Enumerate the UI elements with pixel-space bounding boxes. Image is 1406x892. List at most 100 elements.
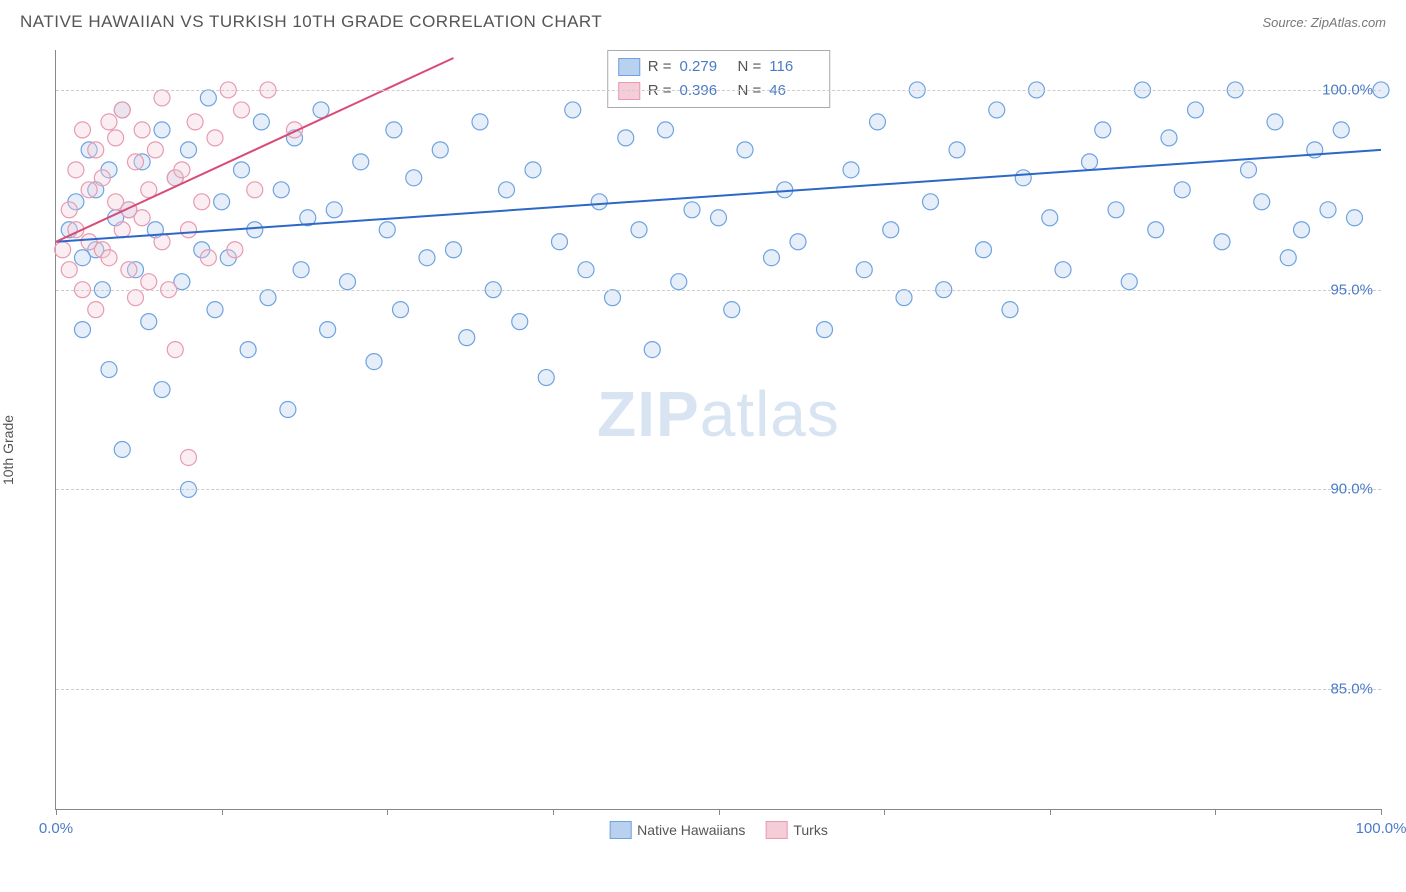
data-point <box>644 342 660 358</box>
data-point <box>565 102 581 118</box>
data-point <box>671 274 687 290</box>
data-point <box>1148 222 1164 238</box>
data-point <box>711 210 727 226</box>
y-tick-label: 100.0% <box>1322 81 1373 98</box>
data-point <box>870 114 886 130</box>
x-tick-label: 100.0% <box>1356 820 1406 837</box>
data-point <box>214 194 230 210</box>
data-point <box>61 262 77 278</box>
data-point <box>187 114 203 130</box>
data-point <box>843 162 859 178</box>
data-point <box>790 234 806 250</box>
data-point <box>273 182 289 198</box>
chart-title: NATIVE HAWAIIAN VS TURKISH 10TH GRADE CO… <box>20 12 602 32</box>
data-point <box>154 234 170 250</box>
data-point <box>207 302 223 318</box>
data-point <box>432 142 448 158</box>
data-point <box>128 154 144 170</box>
data-point <box>101 362 117 378</box>
legend-item-turks: Turks <box>765 821 827 839</box>
source-label: Source: ZipAtlas.com <box>1262 15 1386 30</box>
data-point <box>134 210 150 226</box>
data-point <box>1095 122 1111 138</box>
data-point <box>81 182 97 198</box>
data-point <box>512 314 528 330</box>
data-point <box>883 222 899 238</box>
data-point <box>1188 102 1204 118</box>
data-point <box>101 250 117 266</box>
data-point <box>949 142 965 158</box>
data-point <box>552 234 568 250</box>
data-point <box>114 222 130 238</box>
data-point <box>499 182 515 198</box>
data-point <box>234 162 250 178</box>
data-point <box>260 290 276 306</box>
data-point <box>856 262 872 278</box>
data-point <box>591 194 607 210</box>
data-point <box>134 122 150 138</box>
data-point <box>181 142 197 158</box>
data-point <box>101 114 117 130</box>
data-point <box>419 250 435 266</box>
data-point <box>240 342 256 358</box>
data-point <box>1174 182 1190 198</box>
gridline <box>56 290 1381 291</box>
header: NATIVE HAWAIIAN VS TURKISH 10TH GRADE CO… <box>0 0 1406 40</box>
data-point <box>1347 210 1363 226</box>
data-point <box>75 122 91 138</box>
data-point <box>141 314 157 330</box>
data-point <box>68 162 84 178</box>
x-tick <box>387 809 388 815</box>
x-tick <box>1381 809 1382 815</box>
data-point <box>406 170 422 186</box>
data-point <box>114 441 130 457</box>
correlation-legend: R = 0.279 N = 116 R = 0.396 N = 46 <box>607 50 831 108</box>
data-point <box>459 330 475 346</box>
data-point <box>393 302 409 318</box>
data-point <box>684 202 700 218</box>
data-point <box>1082 154 1098 170</box>
data-point <box>1214 234 1230 250</box>
data-point <box>1108 202 1124 218</box>
legend-item-hawaiians: Native Hawaiians <box>609 821 745 839</box>
data-point <box>147 142 163 158</box>
gridline <box>56 689 1381 690</box>
data-point <box>578 262 594 278</box>
data-point <box>1241 162 1257 178</box>
data-point <box>1121 274 1137 290</box>
legend-row-turks: R = 0.396 N = 46 <box>618 79 820 103</box>
x-tick <box>884 809 885 815</box>
data-point <box>114 102 130 118</box>
data-point <box>1254 194 1270 210</box>
data-point <box>618 130 634 146</box>
x-tick <box>553 809 554 815</box>
data-point <box>631 222 647 238</box>
data-point <box>108 130 124 146</box>
data-point <box>386 122 402 138</box>
data-point <box>525 162 541 178</box>
data-point <box>154 122 170 138</box>
swatch-hawaiians <box>618 58 640 76</box>
data-point <box>326 202 342 218</box>
data-point <box>154 90 170 106</box>
data-point <box>1267 114 1283 130</box>
swatch-turks-icon <box>765 821 787 839</box>
data-point <box>1320 202 1336 218</box>
data-point <box>181 449 197 465</box>
data-point <box>75 322 91 338</box>
data-point <box>88 142 104 158</box>
data-point <box>1280 250 1296 266</box>
data-point <box>896 290 912 306</box>
x-tick <box>719 809 720 815</box>
plot-svg <box>56 50 1381 809</box>
gridline <box>56 489 1381 490</box>
data-point <box>658 122 674 138</box>
data-point <box>247 182 263 198</box>
data-point <box>320 322 336 338</box>
chart-container: 10th Grade ZIPatlas R = 0.279 N = 116 R … <box>0 40 1406 860</box>
swatch-turks <box>618 82 640 100</box>
data-point <box>227 242 243 258</box>
gridline <box>56 90 1381 91</box>
x-tick <box>1215 809 1216 815</box>
swatch-hawaiians-icon <box>609 821 631 839</box>
